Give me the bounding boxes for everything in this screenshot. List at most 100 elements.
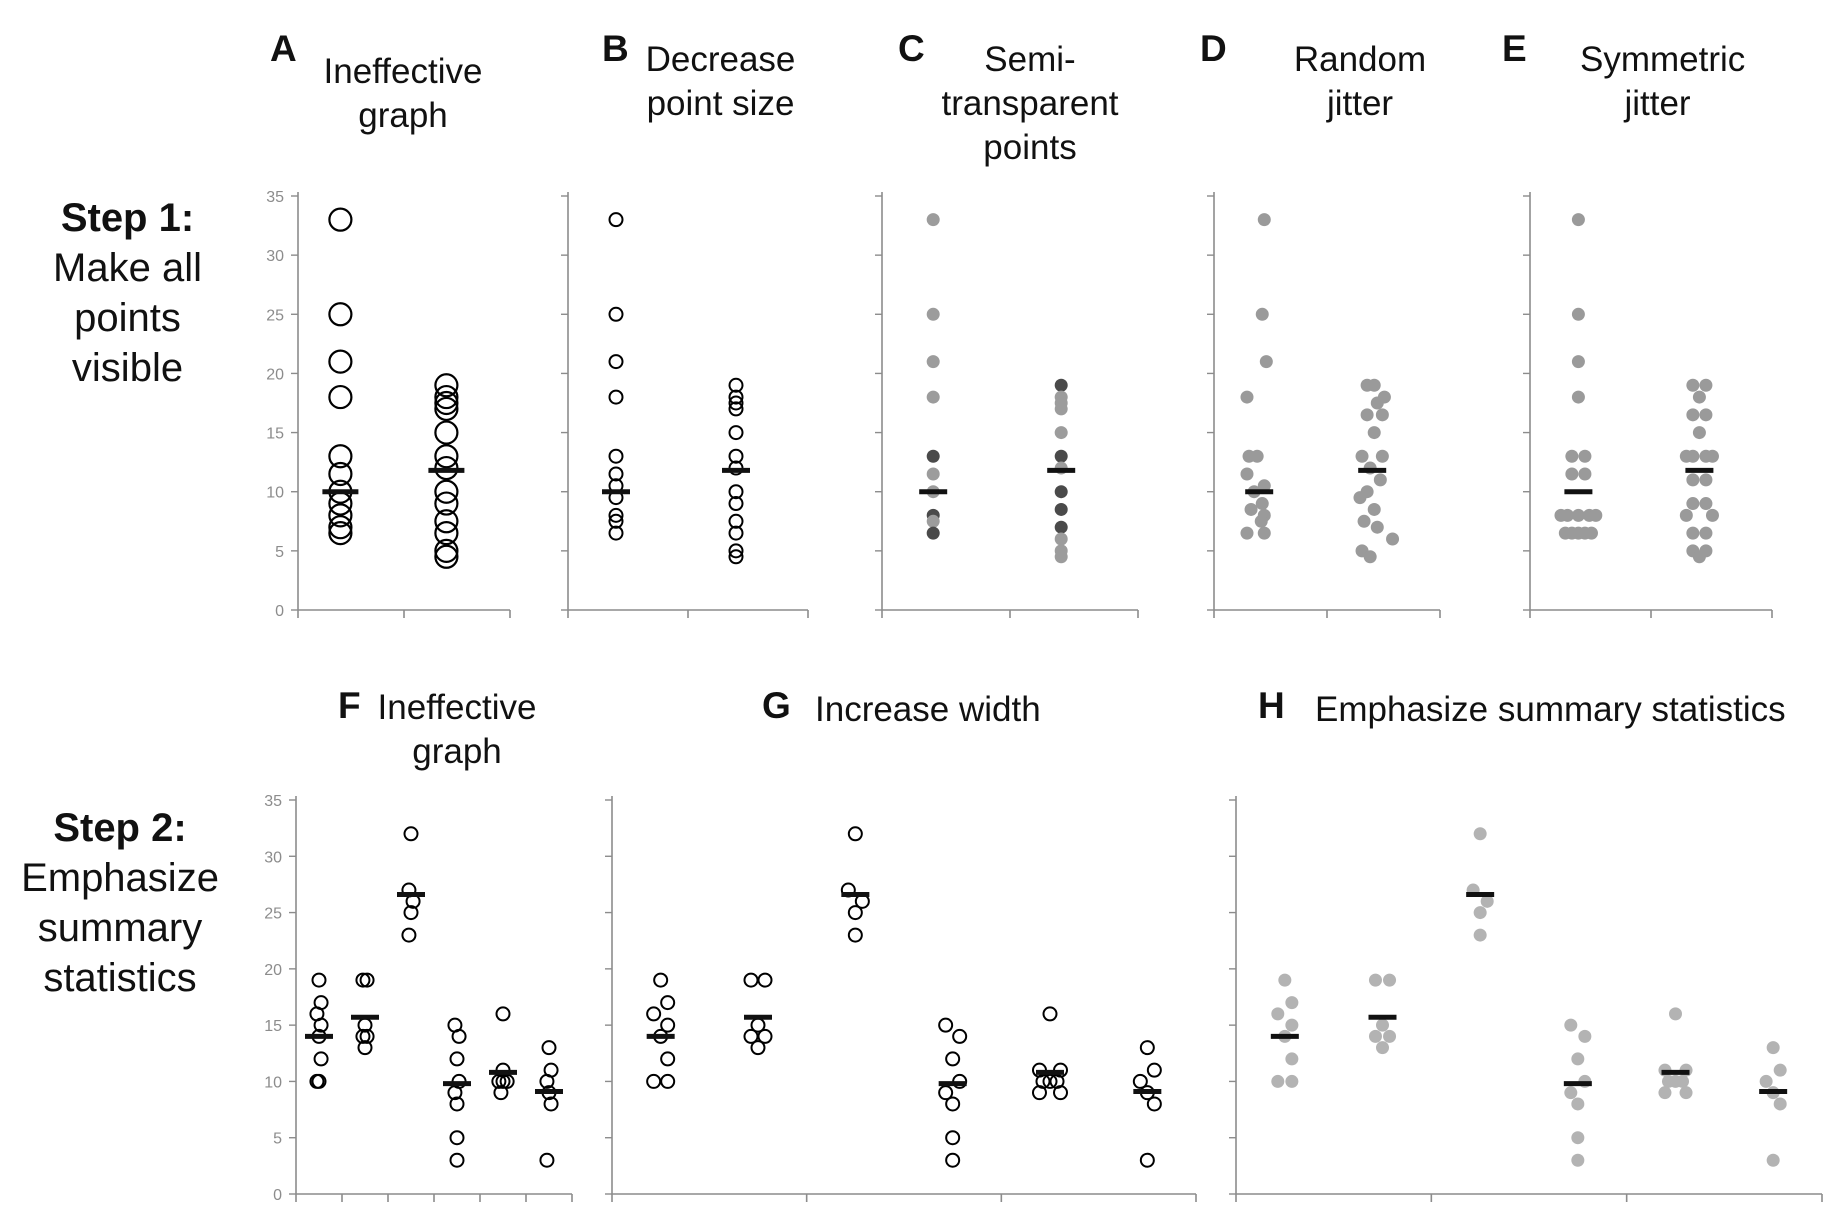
panel-d-data-point <box>1370 520 1384 534</box>
panel-b-data-point <box>728 525 744 541</box>
panel-a-data-point <box>434 373 459 398</box>
panel-d-data-point <box>1240 467 1254 481</box>
panel-h-title: Emphasize summary statistics <box>1315 690 1786 729</box>
panel-h-data-point <box>1473 906 1487 920</box>
panel-a-data-point <box>434 396 459 422</box>
panel-d-letter: D <box>1200 28 1227 69</box>
panel-d-data-point <box>1367 426 1381 440</box>
panel-g-data-point <box>1146 1062 1162 1078</box>
panel-e-data-point <box>1571 390 1585 404</box>
panel-f-y-tick-label: 15 <box>264 1018 282 1035</box>
panel-a-data-point <box>434 420 459 445</box>
panel-d-data-point <box>1360 408 1374 422</box>
panel-e-data-point <box>1571 526 1585 540</box>
panel-f-y-tick-label: 30 <box>264 849 282 866</box>
panel-a-y-tick-label: 10 <box>266 485 284 502</box>
panel-f-y-tick-label: 35 <box>264 793 282 810</box>
step-1-description: Make all points visible <box>53 246 202 390</box>
panel-g-title: Increase width <box>815 690 1041 729</box>
panel-b-data-point <box>728 448 744 464</box>
panel-g-data-point <box>660 995 676 1011</box>
panel-e-data-point <box>1686 378 1700 392</box>
panel-g-data-point <box>646 1073 662 1089</box>
panel-g-data-point <box>743 972 759 988</box>
panel-f-data-point <box>451 1028 467 1044</box>
panel-h-data-point <box>1766 1041 1780 1055</box>
panel-h-data-point <box>1669 1007 1682 1021</box>
panel-b-data-point <box>608 306 624 322</box>
panel-a-data-point <box>434 491 459 516</box>
panel-f-data-point <box>313 1051 329 1067</box>
panel-d-data-point <box>1250 449 1264 463</box>
panel-b-title: Decrease point size <box>645 40 796 123</box>
panel-h-data-point <box>1564 1086 1578 1100</box>
panel-f-data-point <box>355 972 371 988</box>
panel-h-data-point <box>1679 1086 1693 1100</box>
panel-h-data-point <box>1473 928 1487 942</box>
panel-e-data-point <box>1699 408 1713 422</box>
panel-f-data-point <box>493 1085 509 1101</box>
panel-e-data-point <box>1686 473 1700 487</box>
panel-d-data-point <box>1257 479 1271 493</box>
panel-c-data-point <box>1054 520 1068 534</box>
panel-f-y-tick-label: 5 <box>273 1131 282 1148</box>
panel-a-data-point <box>434 479 459 504</box>
panel-g-data-point <box>757 1028 773 1044</box>
panel-a-data-point <box>434 390 459 416</box>
panel-f-data-point <box>357 1040 373 1056</box>
panel-b-data-point <box>608 212 624 228</box>
panel-e-title: Symmetric jitter <box>1580 40 1746 123</box>
panel-g-data-point <box>1139 1152 1155 1168</box>
panel-f-data-point <box>447 1085 463 1101</box>
panel-h-data-point <box>1376 1018 1389 1032</box>
panel-f-data-point <box>355 1028 371 1044</box>
panel-d-data-point <box>1240 390 1254 404</box>
panel-a-y-tick-label: 5 <box>275 544 284 561</box>
panel-g-data-point <box>938 1085 954 1101</box>
panel-b-data-point <box>608 448 624 464</box>
panel-d-data-point <box>1240 526 1254 540</box>
step-2-description: Emphasize summary statistics <box>21 856 219 1000</box>
panel-f-data-point <box>401 927 417 943</box>
panel-a-data-point <box>328 384 353 410</box>
panel-e-data-point <box>1554 508 1568 522</box>
panel-e-data-point <box>1705 508 1719 522</box>
panel-h-data-point <box>1773 1063 1787 1077</box>
panel-h-data-point <box>1376 1041 1389 1055</box>
panel-g-data-point <box>945 1152 961 1168</box>
panel-d-data-point <box>1257 526 1271 540</box>
panel-f-data-point <box>449 1051 465 1067</box>
panel-d-data-point <box>1357 514 1371 528</box>
panel-g-data-point <box>945 1051 961 1067</box>
panel-h-data-point <box>1766 1153 1780 1167</box>
panel-c-letter: C <box>898 28 925 69</box>
panel-c-data-point <box>1054 502 1068 516</box>
panel-a-data-point <box>328 461 353 487</box>
panel-d-data-point <box>1370 396 1384 410</box>
panel-c-data-point <box>1054 550 1068 564</box>
panel-h-data-point <box>1271 1007 1285 1021</box>
panel-a-title: Ineffective graph <box>323 52 483 135</box>
panel-f-data-point <box>449 1130 465 1146</box>
panel-e-data-point <box>1565 449 1579 463</box>
panel-h-letter: H <box>1258 685 1285 726</box>
panel-f-data-point <box>449 1152 465 1168</box>
panel-e-data-point <box>1565 467 1579 481</box>
panel-a-data-point <box>434 444 459 469</box>
panel-b-data-point <box>728 513 744 529</box>
panel-d-title: Random jitter <box>1293 40 1427 123</box>
panel-g-data-point <box>1139 1040 1155 1056</box>
panel-g-data-point <box>1042 1073 1058 1089</box>
panel-c-data-point <box>926 514 940 528</box>
panel-f-data-point <box>359 1028 375 1044</box>
panel-f-data-point <box>499 1073 515 1089</box>
panel-a-y-tick-label: 20 <box>266 366 284 383</box>
step-1-label: Step 1: Make all points visible <box>20 193 235 393</box>
panel-h-data-point <box>1383 1029 1397 1043</box>
panel-f-letter: F <box>338 685 361 726</box>
panel-a-data-point <box>434 538 459 563</box>
panel-f-data-point <box>539 1152 555 1168</box>
panel-h-data-point <box>1759 1074 1773 1088</box>
